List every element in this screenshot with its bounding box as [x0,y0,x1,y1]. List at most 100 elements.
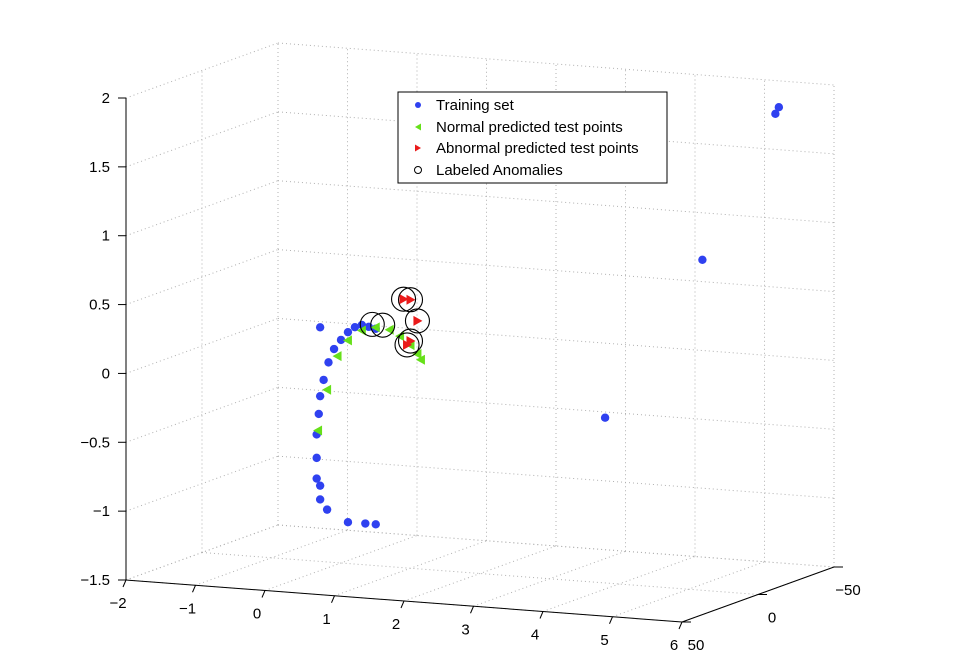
z-tick-label: −1.5 [80,572,110,589]
grid-line [542,556,696,612]
x-tick-mark [331,595,335,603]
grid-line [201,552,759,595]
y-tick-label: 50 [688,637,705,654]
x-tick-mark [261,590,266,598]
training-point [343,518,353,527]
x-tick-mark [470,606,474,614]
grid-line [125,249,279,306]
training-point [312,453,321,463]
x-tick-mark [678,621,683,630]
labeled-anomaly [404,308,431,334]
training-point [314,409,323,419]
grid-line [277,386,835,430]
normal-test-point [322,384,332,395]
labeled-anomaly [370,312,396,338]
training-point [350,322,360,332]
legend-marker-anomaly [414,166,422,174]
x-tick-label: 2 [392,616,400,633]
x-tick-label: 4 [531,627,539,644]
training-point [319,375,328,385]
normal-test-point [332,351,342,362]
grid-line [277,455,835,499]
training-point [771,109,780,119]
y-tick-label: −50 [835,582,860,599]
data-marks [312,102,784,529]
training-point [324,358,333,367]
y-tick-label: 0 [768,610,776,627]
grid-line [277,249,835,293]
labeled-anomaly [394,332,420,358]
training-point [698,255,707,264]
training-point [343,327,353,337]
legend-label-training: Training set [436,97,515,114]
grid-line [334,540,487,597]
z-tick-label: 0.5 [89,297,110,314]
grid-line [277,180,835,224]
normal-test-point [384,324,394,335]
z-tick-label: 1.5 [89,159,110,176]
training-point [315,323,325,332]
tick-labels: −2 −1 0 1 2 3 4 5 6 50 0 −50 −1.5 −1 −0.5 0 0.5 1 1.5 2 [80,90,860,654]
x-tick-label: 1 [322,611,330,628]
x-tick-mark [400,600,405,609]
training-point [361,519,370,528]
labeled-anomaly [359,311,385,337]
x-tick-label: −1 [179,600,196,617]
grid-line [277,524,835,568]
legend-marker-abnormal [415,144,421,152]
x-tick-label: 3 [461,621,469,638]
training-point [315,391,325,401]
z-tick-label: −0.5 [80,434,110,451]
training-point [336,335,346,345]
legend-marker-training [415,102,421,108]
normal-test-point [313,425,323,436]
training-point [774,102,784,112]
labeled-anomaly [390,286,417,312]
training-point [312,474,321,483]
training-point [315,495,325,504]
abnormal-test-point [406,336,416,347]
normal-test-point [412,348,422,359]
axes [118,97,843,630]
normal-test-point [342,335,352,346]
z-tick-label: 0 [102,365,110,382]
legend-box [397,91,668,184]
grid-line [277,111,835,155]
x-tick-label: −2 [109,595,126,612]
grid-line [264,535,418,591]
legend-label-normal: Normal predicted test points [436,119,623,136]
x-tick-label: 5 [600,632,608,649]
training-point [315,481,325,490]
abnormal-test-point [399,294,409,305]
legend-label-abnormal: Abnormal predicted test points [436,140,639,157]
abnormal-test-point [413,315,423,326]
legend-marker-normal [415,123,421,131]
x-tick-label: 0 [253,606,261,623]
grid-line [612,561,765,618]
grid-line [277,42,835,86]
grid-line [125,111,279,168]
x-tick-mark [609,616,613,624]
x-tick-mark [122,579,127,588]
grid-line [195,529,348,586]
abnormal-test-point [406,294,416,305]
grid-line [125,317,279,374]
training-point [329,344,339,354]
grid-line [125,42,279,99]
z-tick-label: 1 [102,228,110,245]
z-tick-label: −1 [93,503,110,520]
legend-label-anomaly: Labeled Anomalies [436,162,563,179]
x-tick-label: 6 [670,637,678,654]
z-tick-label: 2 [102,90,110,107]
grid-line [403,545,557,602]
x-tick-mark [192,585,196,593]
grid-line [125,386,279,443]
training-point [600,413,610,422]
normal-test-point [370,322,380,333]
x-tick-mark [539,611,544,619]
normal-test-point [415,354,425,365]
legend: Training set Normal predicted test point… [397,91,668,184]
training-point [371,520,380,529]
labeled-anomaly [397,328,424,354]
